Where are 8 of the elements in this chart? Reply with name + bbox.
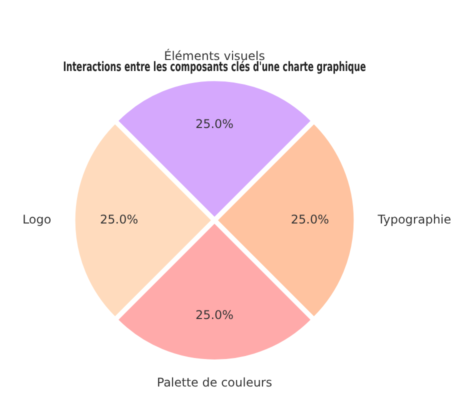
data-label: 25.0% (100, 212, 138, 226)
data-label: 25.0% (290, 212, 329, 226)
data-label: 25.0% (195, 117, 234, 132)
text: Interactions entre les composants clés d'une charte graphique (63, 59, 366, 75)
data-label: 25.0% (195, 308, 234, 322)
slice-label: Palette de couleurs (156, 376, 272, 390)
slice-label: Typographie (376, 212, 452, 226)
slice-label: Logo (22, 212, 52, 226)
